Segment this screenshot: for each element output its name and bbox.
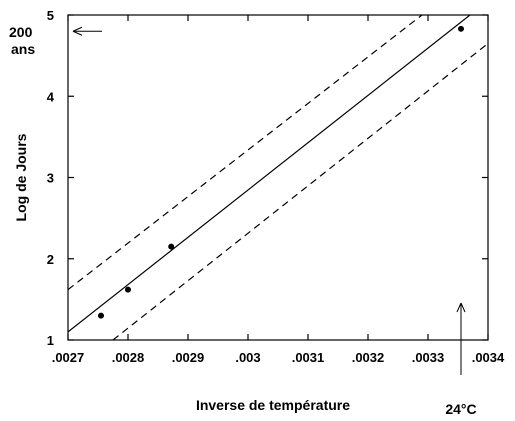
data-point [98,312,104,319]
y-tick-label: 1 [47,333,54,348]
annotation-24c: 24°C [445,401,476,417]
y-tick-label: 4 [47,89,55,104]
annotation-arrow-head [72,26,83,36]
y-tick-label: 5 [47,8,54,23]
plot-frame [67,14,489,341]
x-tick-label: .0027 [52,350,85,365]
x-tick-label: .0034 [472,350,505,365]
annotation-200: 200 [9,24,33,40]
confidence-upper-line [68,15,423,291]
x-tick-label: .0028 [112,350,145,365]
y-tick-label: 3 [47,171,54,186]
confidence-lower-line [112,42,488,340]
data-point [168,243,175,250]
data-point [125,286,131,293]
x-axis-title: Inverse de température [196,397,350,413]
y-axis-title: Log de Jours [13,133,29,221]
x-tick-label: .0029 [172,350,205,365]
x-tick-label: .0033 [412,350,445,365]
temp-arrow-head [456,302,466,313]
x-tick-label: .0032 [352,350,385,365]
y-tick-label: 2 [47,252,54,267]
fit-line [68,15,471,333]
annotation-ans: ans [11,41,35,57]
data-point [458,25,464,32]
x-tick-label: .003 [235,350,260,365]
x-tick-label: .0031 [292,350,325,365]
